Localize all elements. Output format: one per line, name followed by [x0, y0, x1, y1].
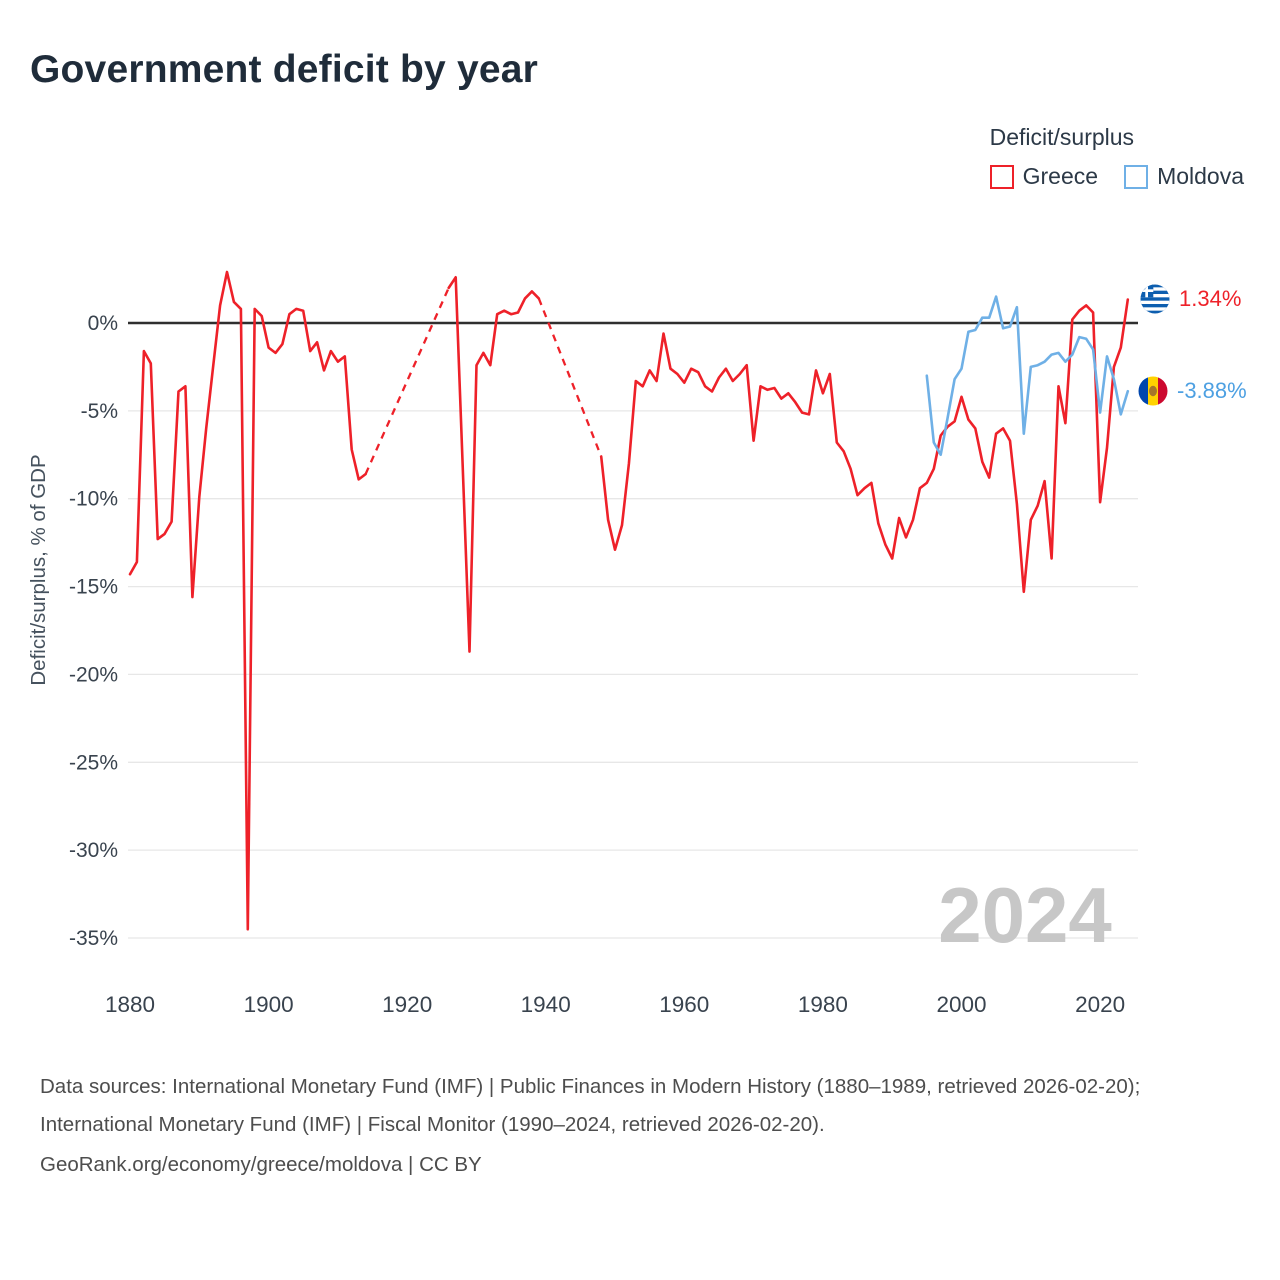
moldova-end-label: -3.88% [1138, 376, 1247, 406]
legend-item-greece: Greece [989, 163, 1099, 190]
greece-swatch-icon [989, 164, 1014, 189]
watermark: 2024 [938, 871, 1112, 959]
x-tick-label: 1960 [659, 992, 709, 1017]
greece-flag-icon [1140, 284, 1170, 314]
greece-line [128, 270, 1130, 931]
x-tick-label: 1900 [244, 992, 294, 1017]
y-tick-label: -5% [81, 400, 118, 423]
y-tick-label: -15% [69, 576, 118, 599]
y-tick-label: -25% [69, 751, 118, 774]
y-axis-title: Deficit/surplus, % of GDP [27, 454, 50, 685]
chart-canvas: 2024 0% -5% -10% -15% -20% -25% -30% -35% 1880 190… [27, 270, 1138, 1017]
legend-label-greece: Greece [1022, 163, 1099, 189]
y-tick-label: 0% [88, 312, 118, 335]
y-tick-label: -20% [69, 663, 118, 686]
moldova-line [925, 295, 1130, 457]
x-tick-label: 1980 [798, 992, 848, 1017]
moldova-end-value: -3.88% [1177, 378, 1247, 403]
page-title: Government deficit by year [30, 48, 539, 91]
footer-attribution: GeoRank.org/economy/greece/moldova | CC … [40, 1152, 482, 1176]
legend-item-moldova: Moldova [1124, 163, 1244, 190]
greece-end-label: 1.34% [1140, 284, 1241, 314]
x-tick-label: 1920 [382, 992, 432, 1017]
x-tick-label: 1880 [105, 992, 155, 1017]
legend-title: Deficit/surplus [989, 124, 1135, 150]
x-tick-label: 2000 [936, 992, 986, 1017]
y-tick-label: -35% [69, 927, 118, 950]
y-tick-label: -10% [69, 488, 118, 511]
greece-line-dashed [364, 287, 603, 475]
footer: Data sources: International Monetary Fun… [40, 1068, 1245, 1184]
legend-entries: Greece Moldova [989, 163, 1244, 190]
footer-sources: Data sources: International Monetary Fun… [40, 1075, 1141, 1136]
greece-end-value: 1.34% [1179, 286, 1242, 311]
legend: Deficit/surplus Greece Moldova [989, 124, 1244, 190]
deficit-chart: 2024 0% -5% -10% -15% -20% -25% -30% -35% 1880 190… [0, 240, 1280, 1055]
x-tick-label: 2020 [1075, 992, 1125, 1017]
y-tick-label: -30% [69, 839, 118, 862]
legend-label-moldova: Moldova [1157, 163, 1244, 189]
moldova-swatch-icon [1124, 164, 1149, 189]
x-tick-label: 1940 [521, 992, 571, 1017]
moldova-flag-icon [1138, 376, 1168, 406]
